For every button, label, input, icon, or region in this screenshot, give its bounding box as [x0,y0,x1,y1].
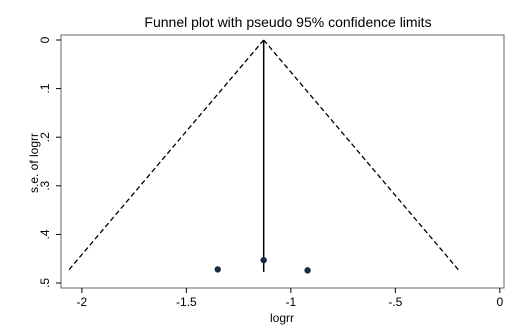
upper-confidence-limit-line [263,39,461,273]
study-point [304,267,311,274]
y-tick-label: .1 [38,83,52,93]
x-tick-label: -.5 [388,295,402,309]
y-tick-label: .3 [38,180,52,190]
x-axis: -2 -1.5 -1 -.5 0 [77,288,503,309]
x-tick-label: 0 [496,295,503,309]
y-axis-title: s.e. of logrr [27,133,41,193]
y-tick-label: .5 [38,278,52,288]
study-point [214,266,221,273]
confidence-limits [66,39,461,273]
x-tick-label: -1 [286,295,297,309]
study-points [214,256,311,274]
y-axis: 0 .1 .2 .3 .4 .5 [38,36,61,288]
chart-title: Funnel plot with pseudo 95% confidence l… [144,14,431,30]
plot-area-frame [60,34,505,289]
y-tick-label: .4 [38,229,52,239]
x-tick-label: -1.5 [176,295,197,309]
x-tick-label: -2 [77,295,88,309]
study-point [260,256,267,264]
y-tick-label: .2 [38,132,52,142]
x-axis-title: logrr [270,311,294,325]
lower-confidence-limit-line [66,39,265,273]
y-tick-label: 0 [38,36,52,43]
